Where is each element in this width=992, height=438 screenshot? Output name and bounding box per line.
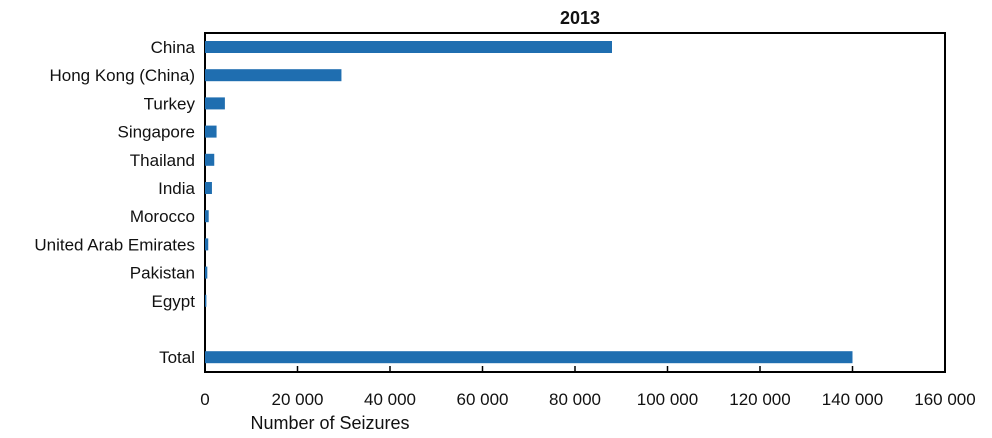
bar-india [205, 182, 212, 194]
category-label: Morocco [130, 207, 195, 226]
x-tick-label: 60 000 [457, 390, 509, 409]
chart-title: 2013 [560, 8, 600, 28]
bars-group [205, 41, 853, 364]
x-tick-label: 80 000 [549, 390, 601, 409]
x-tick-label: 120 000 [729, 390, 790, 409]
x-tick-label: 140 000 [822, 390, 883, 409]
bar-thailand [205, 153, 215, 166]
bar-morocco [205, 210, 209, 223]
category-label: Thailand [130, 151, 195, 170]
bar-pakistan [205, 266, 208, 279]
category-label: Turkey [144, 94, 196, 113]
bar-hong-kong-china [205, 69, 342, 82]
bar-turkey [205, 97, 225, 110]
category-label: United Arab Emirates [34, 235, 195, 254]
category-label: Egypt [152, 292, 196, 311]
x-tick-label: 160 000 [914, 390, 975, 409]
bar-united-arab-emirates [205, 238, 209, 251]
category-label: China [151, 38, 196, 57]
bar-china [205, 41, 612, 53]
category-label: Hong Kong (China) [49, 66, 195, 85]
category-label: India [158, 179, 195, 198]
bar-total [205, 351, 853, 364]
x-tick-label: 40 000 [364, 390, 416, 409]
bar-singapore [205, 125, 217, 138]
category-label: Singapore [117, 123, 195, 142]
bar-egypt [205, 294, 207, 307]
category-label: Pakistan [130, 264, 195, 283]
plot-area-frame [204, 32, 946, 373]
x-tick-label: 0 [200, 390, 209, 409]
x-tick-label: 100 000 [637, 390, 698, 409]
category-label: Total [159, 348, 195, 367]
x-axis-ticks: 0 20 000 40 000 60 000 80 000 100 000 120 000 1… [200, 366, 976, 409]
x-axis-title: Number of Seizures [250, 413, 409, 433]
x-tick-label: 20 000 [272, 390, 324, 409]
category-labels: China Hong Kong (China) Turkey Singapore Tha… [34, 38, 195, 367]
